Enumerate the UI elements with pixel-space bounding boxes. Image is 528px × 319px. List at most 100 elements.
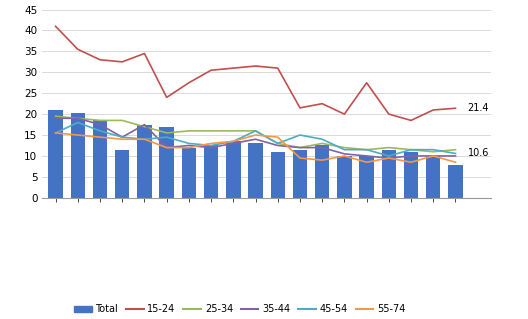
Bar [115,150,129,198]
35-44 [208,146,214,150]
Bar [404,152,418,198]
25-34 [430,150,437,154]
15-24 [97,58,103,62]
Line: 25-34: 25-34 [55,116,456,152]
55-74 [142,137,148,141]
15-24 [430,108,437,112]
Line: 35-44: 35-44 [55,118,456,158]
Bar [204,145,218,198]
25-34 [297,146,303,150]
15-24 [52,24,59,28]
45-54 [186,142,192,145]
25-34 [408,148,414,152]
25-34 [208,129,214,133]
55-74 [275,135,281,139]
45-54 [430,148,437,152]
45-54 [385,154,392,158]
55-74 [385,156,392,160]
55-74 [408,160,414,164]
Line: 15-24: 15-24 [55,26,456,120]
25-34 [385,146,392,150]
35-44 [97,123,103,127]
35-44 [341,152,347,156]
55-74 [297,156,303,160]
55-74 [230,139,237,143]
Text: 10.6: 10.6 [468,148,489,159]
15-24 [142,52,148,56]
Bar [248,144,263,198]
25-34 [119,118,125,122]
15-24 [341,112,347,116]
Line: 55-74: 55-74 [55,133,456,162]
55-74 [186,146,192,150]
25-34 [164,131,170,135]
55-74 [119,137,125,141]
Text: 21.4: 21.4 [468,103,489,113]
15-24 [252,64,259,68]
25-34 [319,142,325,145]
45-54 [319,137,325,141]
Bar [159,127,174,198]
25-34 [142,125,148,129]
45-54 [363,148,370,152]
35-44 [164,146,170,150]
45-54 [297,133,303,137]
35-44 [275,144,281,147]
35-44 [74,116,81,120]
45-54 [452,152,459,155]
15-24 [119,60,125,64]
45-54 [52,131,59,135]
55-74 [208,142,214,145]
45-54 [408,148,414,152]
25-34 [341,146,347,150]
35-44 [119,135,125,139]
Bar [448,165,463,198]
35-44 [363,154,370,158]
35-44 [252,137,259,141]
45-54 [164,135,170,139]
45-54 [208,144,214,147]
45-54 [341,148,347,152]
45-54 [119,135,125,139]
55-74 [452,160,459,164]
Bar [226,141,241,198]
Bar [270,152,285,198]
55-74 [430,154,437,158]
55-74 [363,160,370,164]
15-24 [319,102,325,106]
55-74 [341,154,347,158]
Bar [93,120,107,198]
Legend: Total, 15-24, 25-34, 35-44, 45-54, 55-74: Total, 15-24, 25-34, 35-44, 45-54, 55-74 [70,300,409,318]
Bar [137,125,152,198]
35-44 [319,146,325,150]
35-44 [52,116,59,120]
35-44 [297,146,303,150]
25-34 [186,129,192,133]
Bar [293,150,307,198]
25-34 [452,148,459,152]
Bar [182,148,196,198]
15-24 [452,106,459,110]
25-34 [275,142,281,145]
Bar [71,113,85,198]
35-44 [186,144,192,147]
45-54 [275,142,281,145]
45-54 [74,121,81,124]
25-34 [74,116,81,120]
Bar [426,156,440,198]
Bar [360,156,374,198]
45-54 [230,139,237,143]
55-74 [74,133,81,137]
Bar [49,110,63,198]
25-34 [363,148,370,152]
35-44 [385,156,392,160]
35-44 [430,154,437,158]
45-54 [142,137,148,141]
15-24 [275,66,281,70]
Bar [315,145,329,198]
55-74 [97,135,103,139]
55-74 [252,133,259,137]
45-54 [97,129,103,133]
15-24 [186,81,192,85]
25-34 [52,114,59,118]
